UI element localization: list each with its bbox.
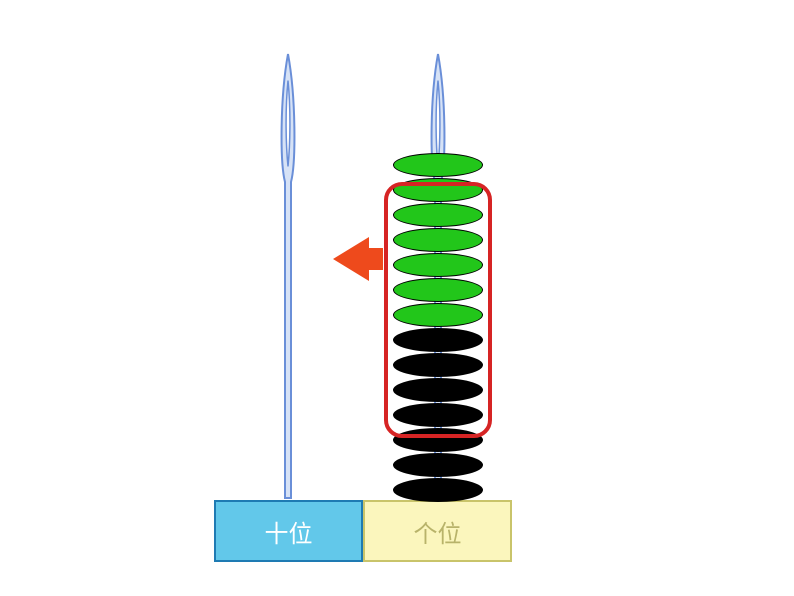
bead	[393, 453, 483, 477]
carry-highlight-rect	[382, 180, 494, 440]
tens-base-box: 十位	[214, 500, 363, 562]
ones-label: 个位	[414, 514, 462, 549]
tens-label: 十位	[265, 514, 313, 549]
bead	[393, 478, 483, 502]
carry-arrow-icon	[331, 235, 421, 283]
diagram-canvas: 十位 个位	[0, 0, 794, 596]
ones-base-box: 个位	[363, 500, 512, 562]
tens-rod	[278, 52, 298, 502]
bead	[393, 153, 483, 177]
